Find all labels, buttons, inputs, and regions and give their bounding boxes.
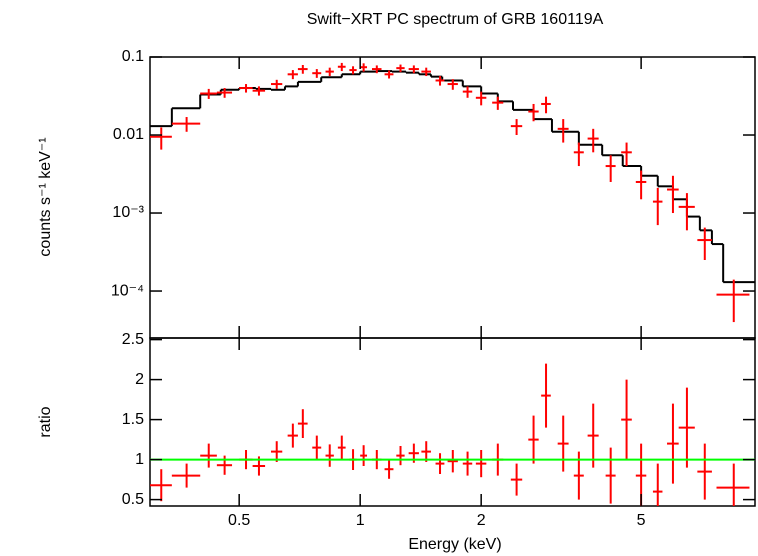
x-tick-label: 1 xyxy=(356,512,365,529)
panel-frame xyxy=(149,337,756,507)
y-axis-label: counts s⁻¹ keV⁻¹ xyxy=(37,137,54,256)
chart-title: Swift−XRT PC spectrum of GRB 160119A xyxy=(307,11,604,28)
x-tick-label: 2 xyxy=(477,512,486,529)
y-tick-label: 2 xyxy=(135,371,144,388)
y-tick-label: 2.5 xyxy=(122,331,144,348)
x-tick-label: 5 xyxy=(637,512,646,529)
y-tick-label: 0.1 xyxy=(122,48,144,65)
panel-frame xyxy=(149,56,756,339)
y-tick-label: 10⁻³ xyxy=(112,204,144,221)
y-axis-label: ratio xyxy=(37,406,54,437)
y-tick-label: 1.5 xyxy=(122,411,144,428)
y-tick-label: 10⁻⁴ xyxy=(111,282,144,299)
plot-area xyxy=(150,363,755,506)
y-tick-label: 0.5 xyxy=(122,491,144,508)
y-tick-label: 0.01 xyxy=(113,126,144,143)
x-tick-label: 0.5 xyxy=(228,512,250,529)
y-tick-label: 1 xyxy=(135,451,144,468)
x-axis-label: Energy (keV) xyxy=(408,536,501,553)
plot-area xyxy=(150,62,755,323)
